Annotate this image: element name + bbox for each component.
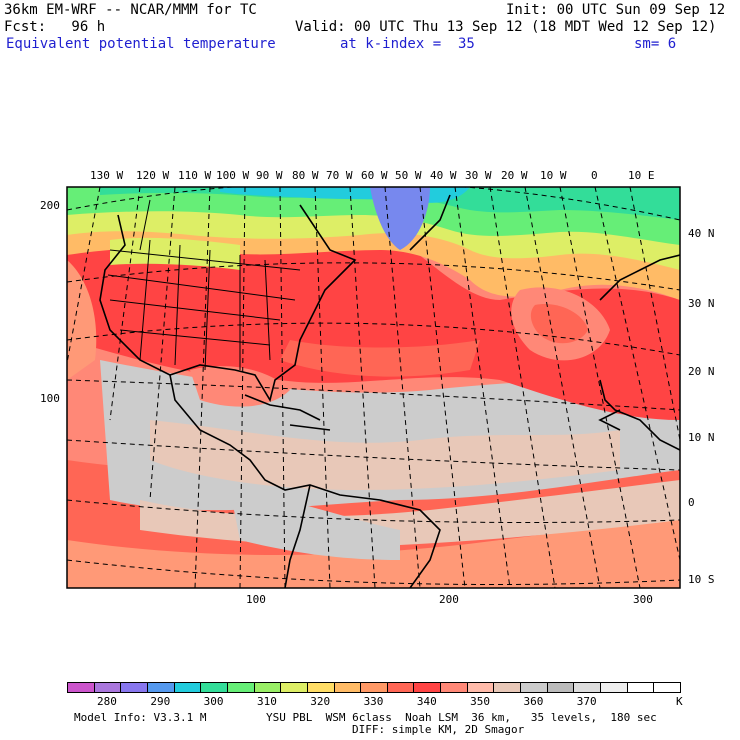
colorbar-swatch [520, 682, 548, 693]
map-frame [66, 186, 681, 589]
grid-x-label: 300 [633, 593, 653, 606]
colorbar-swatch [280, 682, 308, 693]
lon-label: 50 W [395, 169, 422, 182]
lon-label: 0 [591, 169, 598, 182]
colorbar-swatch [653, 682, 681, 693]
colorbar-label: 300 [203, 695, 224, 708]
colorbar-swatch [93, 682, 122, 693]
colorbar-swatch [466, 682, 495, 693]
colorbar-unit: K [676, 695, 683, 708]
lon-label: 100 W [216, 169, 250, 182]
colorbar-swatch [146, 682, 175, 693]
diffusion-info: DIFF: simple KM, 2D Smagor [352, 723, 525, 736]
colorbar-swatch [67, 682, 95, 693]
lon-label: 80 W [292, 169, 319, 182]
grid-x-label: 100 [246, 593, 266, 606]
colorbar-label: 360 [523, 695, 544, 708]
colorbar-swatch [253, 682, 282, 693]
valid-time: Valid: 00 UTC Thu 13 Sep 12 (18 MDT Wed … [295, 19, 717, 35]
lat-label: 0 [688, 496, 695, 509]
colorbar-swatch [493, 682, 522, 693]
lon-label: 70 W [326, 169, 353, 182]
colorbar-label: 290 [150, 695, 171, 708]
lat-label: 20 N [688, 365, 715, 378]
field-name: Equivalent potential temperature [6, 36, 276, 52]
state-borders [107, 199, 301, 371]
lon-label: 90 W [256, 169, 283, 182]
model-info: Model Info: V3.3.1 M [74, 711, 207, 724]
colorbar-label: 310 [256, 695, 277, 708]
colorbar-swatch [306, 682, 335, 693]
forecast-hour: Fcst: 96 h [4, 19, 106, 35]
lon-label: 30 W [465, 169, 492, 182]
colorbar-swatch [573, 682, 602, 693]
colorbar-swatch [333, 682, 362, 693]
colorbar-swatch [173, 682, 202, 693]
lon-label: 120 W [136, 169, 170, 182]
colorbar-label: 320 [310, 695, 331, 708]
colorbar-label: 340 [416, 695, 437, 708]
colorbar-label: 350 [470, 695, 491, 708]
lon-label: 10 W [540, 169, 567, 182]
lon-label: 110 W [178, 169, 212, 182]
colorbar-swatch [413, 682, 442, 693]
lat-label: 30 N [688, 297, 715, 310]
lat-label: 10 S [688, 573, 715, 586]
lon-label: 10 E [628, 169, 655, 182]
lon-label: 40 W [430, 169, 457, 182]
colorbar-swatch [600, 682, 628, 693]
latlon-grid [67, 187, 680, 588]
lat-label: 10 N [688, 431, 715, 444]
colorbar-swatch [226, 682, 255, 693]
colorbar-label: 330 [363, 695, 384, 708]
grid-y-label: 200 [40, 199, 60, 212]
grid-x-label: 200 [439, 593, 459, 606]
colorbar-swatch [386, 682, 415, 693]
colorbar-swatch [360, 682, 388, 693]
lat-label: 40 N [688, 227, 715, 240]
colorbar-label: 280 [97, 695, 117, 708]
physics-info: YSU PBL WSM 6class Noah LSM 36 km, 35 le… [266, 711, 657, 724]
model-title: 36km EM-WRF -- NCAR/MMM for TC [4, 2, 257, 18]
colorbar-swatch [546, 682, 575, 693]
colorbar-swatch [200, 682, 228, 693]
lon-label: 60 W [361, 169, 388, 182]
lon-label: 20 W [501, 169, 528, 182]
lon-label: 130 W [90, 169, 124, 182]
k-index: at k-index = 35 [340, 36, 475, 52]
grid-y-label: 100 [40, 392, 60, 405]
init-time: Init: 00 UTC Sun 09 Sep 12 [506, 2, 726, 18]
colorbar-swatch [626, 682, 655, 693]
colorbar-label: 370 [576, 695, 597, 708]
coastlines [99, 194, 680, 588]
smoothing: sm= 6 [634, 36, 677, 52]
colorbar-swatch [440, 682, 468, 693]
colorbar-swatch [120, 682, 148, 693]
